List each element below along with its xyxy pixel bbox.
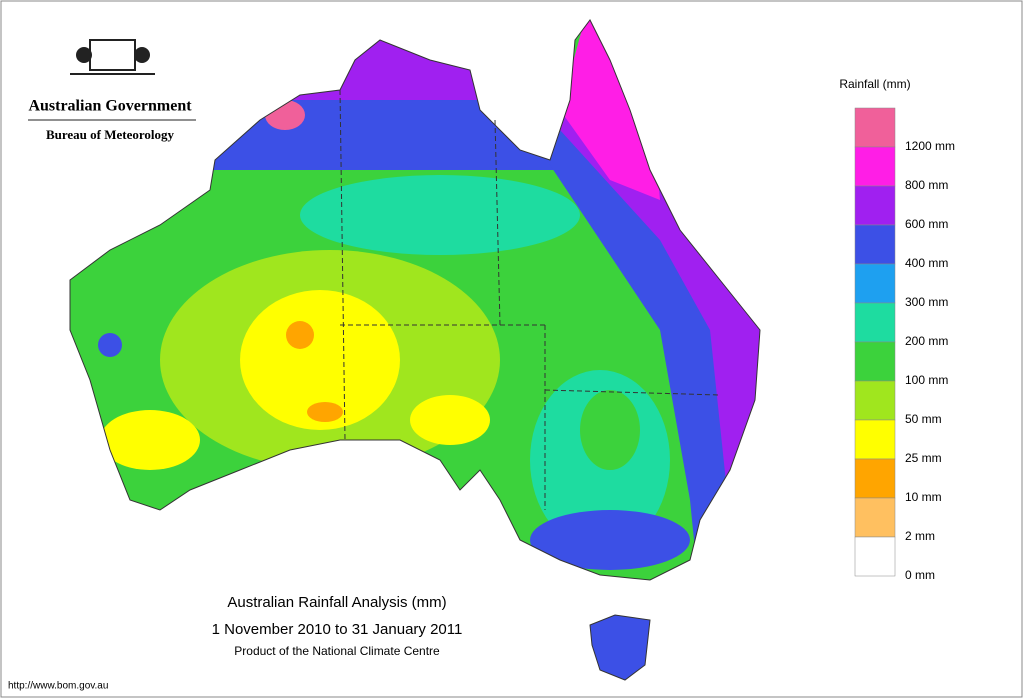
legend-label: 10 mm xyxy=(905,490,942,504)
legend-label: 25 mm xyxy=(905,451,942,465)
legend-swatch xyxy=(854,185,896,226)
legend-label: 2 mm xyxy=(905,529,935,543)
legend-label: 600 mm xyxy=(905,217,948,231)
legend-swatch xyxy=(854,146,896,187)
legend-label: 200 mm xyxy=(905,334,948,348)
legend-swatch xyxy=(854,302,896,343)
legend-label: 400 mm xyxy=(905,256,948,270)
legend-swatch xyxy=(854,107,896,148)
legend-label: 100 mm xyxy=(905,373,948,387)
bureau: Bureau of Meteorology xyxy=(46,127,175,142)
legend-label: 0 mm xyxy=(905,568,935,582)
legend-label: 800 mm xyxy=(905,178,948,192)
legend-swatch xyxy=(854,497,896,538)
state-borders xyxy=(339,89,721,510)
legend-swatch xyxy=(854,419,896,460)
legend-swatch xyxy=(854,380,896,421)
tasmania xyxy=(589,614,651,681)
legend-swatch xyxy=(854,263,896,304)
legend-label: 50 mm xyxy=(905,412,942,426)
url: http://www.bom.gov.au xyxy=(8,681,108,692)
coastline xyxy=(69,19,761,581)
agency: Australian Government xyxy=(28,98,192,115)
legend-label: 300 mm xyxy=(905,295,948,309)
title: Australian Rainfall Analysis (mm) xyxy=(227,594,446,611)
legend-swatch xyxy=(854,341,896,382)
legend-swatch xyxy=(854,536,896,577)
legend-swatch xyxy=(854,224,896,265)
date-range: 1 November 2010 to 31 January 2011 xyxy=(212,621,463,638)
logo xyxy=(70,39,155,75)
legend-swatch xyxy=(854,458,896,499)
product-note: Product of the National Climate Centre xyxy=(234,644,440,658)
legend-label: 1200 mm xyxy=(905,139,955,153)
legend-title: Rainfall (mm) xyxy=(839,77,910,91)
legend: 1200 mm 800 mm 600 mm 400 mm 300 mm 200 mm 100… xyxy=(854,107,955,582)
rainfall-map xyxy=(70,20,760,580)
